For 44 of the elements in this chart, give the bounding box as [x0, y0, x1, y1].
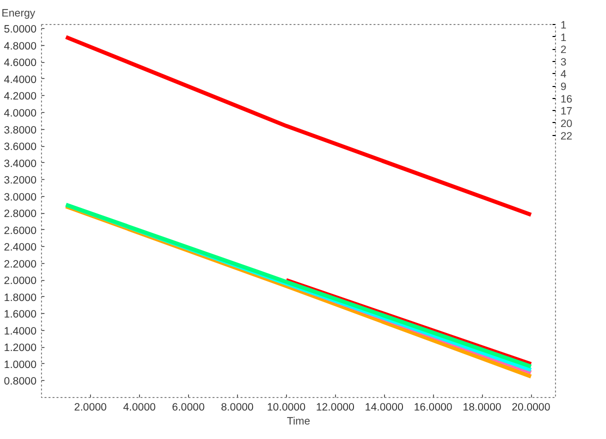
y-tick-label: 2.0000	[4, 275, 37, 288]
x-tick-label: 10.0000	[267, 402, 306, 414]
x-tick-label: 8.0000	[221, 402, 254, 414]
y-tick-label: 1.6000	[4, 308, 37, 321]
y-tick-label: 3.8000	[4, 124, 37, 136]
x-tick-label: 2.0000	[74, 402, 107, 414]
text: 4	[560, 68, 566, 81]
y-tick-label: 0.8000	[4, 376, 37, 388]
x-tick-label: 18.0000	[462, 402, 502, 414]
text: 1	[560, 20, 566, 32]
y-tick-label: 2.8000	[4, 208, 37, 220]
y-tick-label: 1.8000	[4, 292, 37, 304]
y-tick-label: 3.6000	[4, 141, 37, 154]
text: 2	[560, 44, 566, 56]
y-tick-label: 4.8000	[4, 40, 37, 52]
x-tick-label: 4.0000	[123, 402, 156, 414]
text: 16	[560, 93, 572, 106]
y-tick-label: 4.6000	[4, 57, 37, 70]
y-tick-label: 4.0000	[4, 108, 37, 120]
x-tick-label: 16.0000	[414, 402, 452, 414]
x-tick-label: 14.0000	[364, 402, 404, 414]
y-tick-label: 1.4000	[4, 325, 37, 338]
y-tick-label: 2.2000	[4, 258, 37, 270]
y-tick-label: 1.2000	[4, 342, 37, 354]
x-tick-label: 20.0000	[512, 402, 550, 414]
text: 1	[560, 32, 566, 44]
text: 22	[560, 130, 572, 142]
y-tick-label: 4.4000	[4, 74, 37, 86]
x-axis-title: Time	[286, 416, 310, 428]
text: 17	[560, 106, 572, 118]
y-tick-label: 2.6000	[4, 224, 37, 237]
x-tick-label: 12.0000	[316, 402, 355, 414]
x-tick-label: 6.0000	[172, 402, 205, 414]
y-tick-label: 4.2000	[4, 90, 37, 103]
text: 3	[560, 56, 566, 68]
text: 9	[560, 81, 566, 94]
y-tick-label: 1.0000	[4, 358, 37, 371]
y-tick-label: 3.0000	[4, 191, 37, 204]
y-tick-label: 3.2000	[4, 174, 37, 187]
y-tick-label: 3.4000	[4, 158, 37, 170]
text: 20	[560, 118, 572, 130]
y-axis-title: Energy	[2, 8, 36, 20]
y-tick-label: 2.4000	[4, 242, 37, 254]
y-tick-label: 5.0000	[4, 24, 37, 36]
